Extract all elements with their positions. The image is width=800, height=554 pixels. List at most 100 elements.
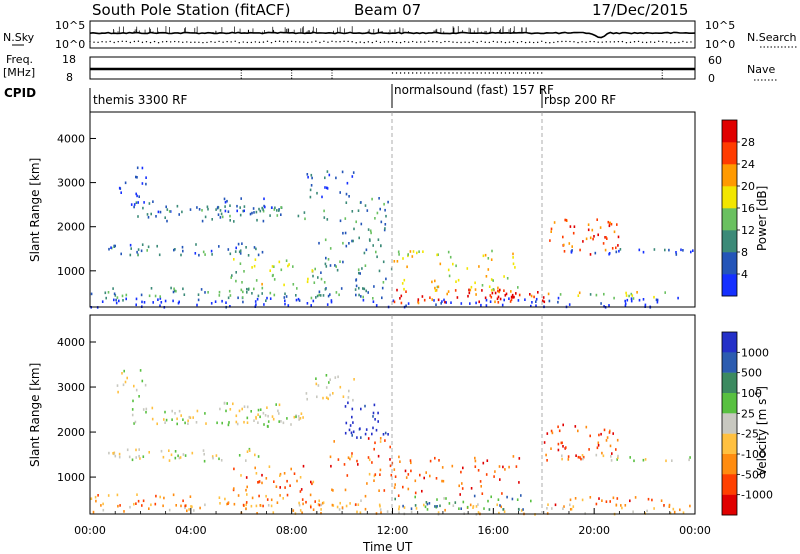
range-cell [360, 407, 362, 411]
range-cell [320, 271, 322, 274]
range-cell [385, 214, 387, 218]
range-cell [599, 226, 602, 229]
range-cell [261, 250, 264, 254]
range-cell [264, 205, 266, 209]
range-cell [174, 248, 176, 251]
range-cell [397, 250, 400, 254]
range-cell [312, 480, 315, 484]
range-cell [300, 488, 303, 491]
range-cell [265, 477, 268, 480]
range-cell [312, 508, 315, 511]
nave-point [448, 72, 450, 74]
nsearch-point [391, 41, 394, 43]
range-cell [456, 296, 459, 299]
range-cell [235, 271, 237, 274]
range-cell [503, 289, 505, 292]
range-cell [318, 241, 320, 245]
range-cell [481, 284, 484, 287]
range-cell [485, 304, 488, 307]
range-cell [262, 219, 265, 223]
range-cell [139, 457, 141, 460]
range-cell [352, 421, 354, 424]
nsearch-point [303, 41, 305, 43]
range-cell [298, 418, 300, 421]
range-cell [498, 511, 500, 515]
range-cell [224, 209, 227, 213]
range-cell [302, 502, 304, 506]
colorbar-tick-label: 4 [741, 268, 748, 281]
nsearch-point [407, 41, 410, 43]
range-cell [90, 497, 93, 500]
range-cell [608, 431, 611, 434]
range-cell [241, 407, 243, 411]
range-cell [121, 372, 123, 375]
range-cell [386, 510, 389, 513]
velocity-colorbar-label: Velocity [m s-1] [754, 386, 769, 476]
range-cell [570, 251, 573, 254]
range-cell [258, 480, 261, 483]
range-cell [344, 217, 347, 220]
range-cell [550, 230, 552, 233]
range-cell [499, 478, 501, 481]
nsearch-point [537, 41, 539, 44]
range-cell [352, 171, 355, 174]
range-cell [224, 200, 227, 204]
range-cell [262, 209, 265, 213]
range-cell [225, 301, 227, 304]
nsearch-point [89, 40, 91, 43]
range-cell [613, 296, 615, 300]
range-cell [510, 295, 513, 299]
nsearch-point [484, 41, 486, 43]
range-cell [400, 301, 403, 305]
range-cell [546, 459, 548, 462]
nsearch-point [520, 40, 523, 43]
nave-point [432, 72, 434, 74]
range-cell [615, 503, 618, 507]
nsearch-point [464, 41, 466, 43]
range-cell [478, 300, 480, 304]
range-cell [275, 485, 278, 488]
range-cell [310, 304, 312, 307]
range-cell [642, 298, 645, 301]
range-cell [207, 291, 209, 294]
range-cell [561, 457, 563, 461]
range-cell [111, 246, 113, 250]
colorbar-segment [722, 433, 737, 455]
nsky-tick-top: 10^5 [55, 19, 85, 32]
range-cell [175, 504, 177, 507]
nsearch-point [242, 41, 244, 43]
range-cell [232, 402, 234, 406]
range-cell [481, 289, 483, 292]
range-cell [480, 303, 482, 307]
range-cell [569, 503, 571, 507]
range-cell [113, 245, 115, 248]
range-cell [345, 421, 348, 425]
range-cell [551, 431, 554, 435]
range-cell [331, 488, 333, 492]
nsearch-point [597, 41, 599, 43]
range-cell [508, 465, 510, 469]
range-cell [441, 300, 443, 303]
range-cell [261, 286, 264, 290]
range-cell [582, 457, 584, 461]
range-cell [530, 294, 533, 298]
range-cell [535, 297, 538, 301]
range-cell [174, 450, 177, 453]
range-cell [646, 509, 648, 513]
range-cell [227, 210, 230, 213]
range-cell [437, 511, 440, 514]
nsearch-point [472, 40, 474, 43]
range-cell [429, 474, 431, 478]
range-cell [261, 481, 263, 485]
range-cell [601, 451, 603, 455]
nsearch-point [169, 41, 172, 43]
range-cell [272, 511, 275, 514]
range-cell [259, 504, 262, 507]
range-cell [477, 503, 479, 506]
range-cell [197, 298, 200, 302]
range-cell [407, 473, 410, 476]
range-cell [273, 293, 276, 297]
range-cell [587, 223, 590, 226]
range-cell [452, 262, 454, 266]
